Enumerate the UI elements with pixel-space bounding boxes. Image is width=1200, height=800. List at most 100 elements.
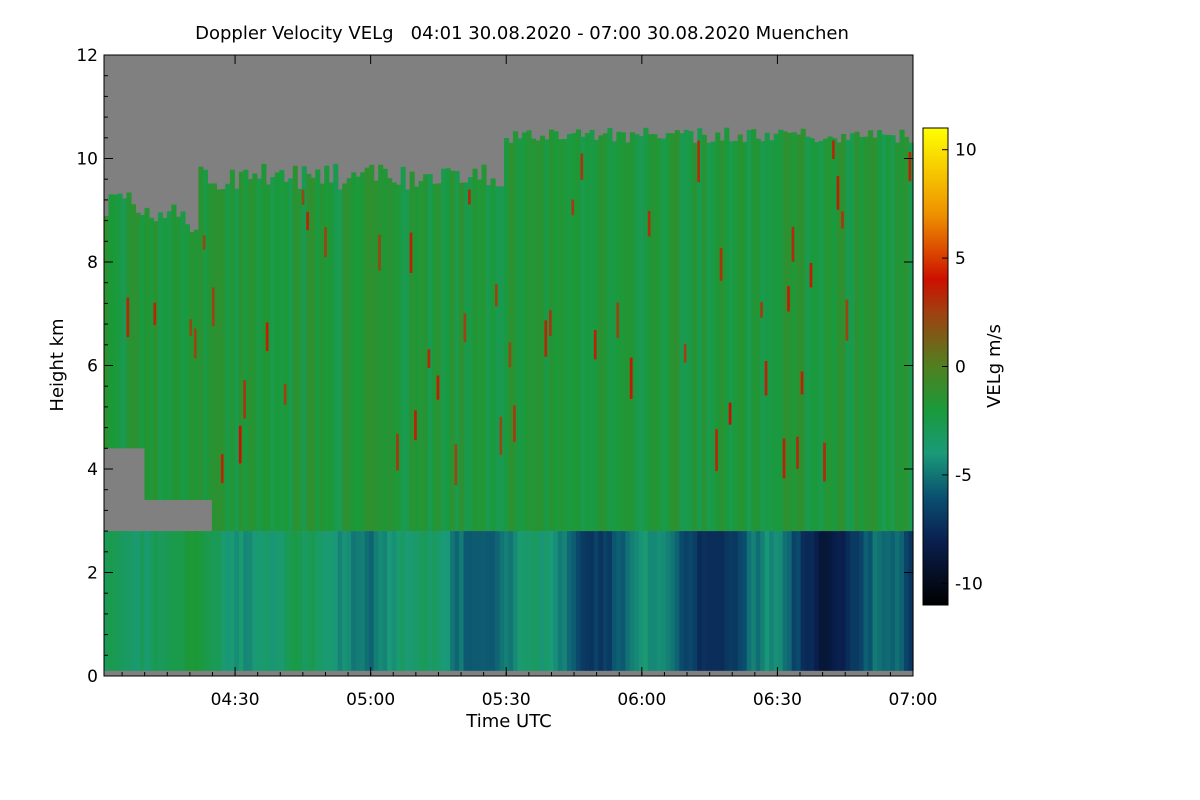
y-tick-label: 4: [87, 460, 98, 480]
heatmap-cell-lower: [620, 531, 626, 671]
heatmap-cell-upper: [373, 180, 379, 532]
heatmap-cell-lower: [184, 531, 190, 671]
heatmap-cell-upper: [661, 138, 667, 532]
heatmap-cell-upper: [737, 134, 743, 532]
heatmap-cell-lower: [436, 531, 442, 671]
heatmap-cell-upper: [859, 136, 865, 532]
heatmap-streak: [202, 235, 206, 250]
heatmap-cell-upper: [800, 128, 806, 532]
heatmap-cell-lower: [773, 531, 779, 671]
heatmap-cell-lower: [477, 531, 483, 671]
heatmap-cell-upper: [715, 132, 721, 532]
heatmap-cell-upper: [148, 217, 155, 501]
heatmap-cell-upper: [310, 177, 316, 532]
heatmap-cell-lower: [162, 531, 168, 671]
heatmap-cell-lower: [378, 531, 384, 671]
heatmap-cell-lower: [445, 531, 451, 671]
heatmap-streak: [836, 176, 840, 210]
heatmap-cell-lower: [823, 531, 829, 671]
heatmap-cell-lower: [265, 531, 271, 671]
heatmap-streak: [593, 330, 597, 360]
x-axis: 04:30 05:00 05:30 06:00 06:30 07:00: [121, 55, 938, 710]
heatmap-cell-upper: [432, 183, 438, 532]
heatmap-cell-upper: [832, 138, 838, 532]
heatmap-streak: [580, 153, 584, 180]
heatmap-cell-upper: [697, 128, 703, 532]
heatmap-cell-lower: [225, 531, 231, 671]
heatmap-cell-upper: [297, 188, 303, 532]
heatmap-cell-lower: [144, 531, 150, 671]
heatmap-cell-upper: [337, 189, 343, 532]
heatmap-cell-upper: [710, 141, 716, 532]
heatmap-cell-lower: [652, 531, 658, 671]
heatmap-streak: [719, 247, 723, 281]
heatmap-cell-upper: [625, 142, 631, 532]
heatmap-cell-lower: [683, 531, 689, 671]
heatmap-cell-upper: [643, 127, 649, 532]
heatmap-cell-lower: [297, 531, 303, 671]
heatmap-cell-lower: [877, 531, 883, 671]
heatmap-cell-lower: [112, 531, 119, 671]
heatmap-cell-lower: [369, 531, 375, 671]
heatmap-cell-lower: [656, 531, 662, 671]
heatmap-cell-upper: [166, 211, 173, 501]
heatmap-cell-lower: [490, 531, 496, 671]
heatmap-cell-lower: [859, 531, 865, 671]
heatmap-cell-upper: [557, 139, 564, 532]
y-tick-label: 2: [87, 564, 98, 584]
heatmap-streak: [508, 342, 512, 368]
heatmap-cell-lower: [130, 531, 137, 671]
x-tick-label: 06:30: [753, 690, 802, 710]
heatmap-cell-lower: [733, 531, 739, 671]
heatmap-cell-upper: [504, 138, 510, 532]
heatmap-cell-lower: [220, 531, 226, 671]
heatmap-cell-upper: [495, 186, 501, 532]
heatmap-cell-lower: [193, 531, 199, 671]
heatmap-cell-lower: [782, 531, 788, 671]
heatmap-cell-upper: [450, 170, 456, 532]
heatmap-streak: [306, 212, 309, 231]
heatmap-cell-lower: [405, 531, 411, 671]
heatmap-cell-upper: [764, 132, 770, 532]
heatmap-cell-upper: [211, 183, 217, 532]
y-tick-label: 12: [76, 46, 98, 66]
heatmap-cell-lower: [706, 531, 712, 671]
heatmap-cell-lower: [157, 531, 164, 671]
heatmap-cell-lower: [908, 531, 914, 671]
x-tick-label: 05:00: [346, 690, 395, 710]
heatmap-cell-lower: [778, 531, 784, 671]
heatmap-cell-lower: [800, 531, 806, 671]
heatmap-cell-upper: [575, 129, 582, 532]
heatmap-cell-lower: [495, 531, 501, 671]
colorbar: 10 5 0 -5 -10 VELg m/s: [922, 127, 1005, 606]
heatmap-cell-upper: [499, 186, 505, 532]
heatmap-cell-lower: [755, 531, 761, 671]
heatmap-cell-lower: [544, 531, 550, 671]
heatmap-cell-upper: [598, 135, 604, 532]
heatmap-streak: [427, 349, 431, 368]
heatmap-cell-upper: [274, 172, 280, 532]
heatmap-cell-upper: [553, 131, 559, 532]
heatmap-cell-lower: [841, 531, 847, 671]
heatmap-streak: [468, 189, 471, 205]
heatmap-cell-lower: [175, 531, 181, 671]
heatmap-cell-upper: [328, 182, 334, 532]
heatmap-cell-upper: [773, 133, 779, 532]
heatmap-cell-upper: [454, 170, 460, 532]
heatmap-streak: [512, 405, 516, 442]
heatmap-cell-upper: [391, 182, 397, 532]
heatmap-cell-upper: [841, 133, 847, 532]
y-axis-label: Height km: [47, 318, 68, 411]
heatmap-cell-lower: [899, 531, 905, 671]
heatmap-cell-lower: [333, 531, 339, 671]
heatmap-streak: [647, 210, 651, 237]
heatmap-cell-upper: [252, 173, 258, 532]
heatmap-cell-upper: [868, 130, 874, 532]
heatmap-cell-upper: [638, 136, 644, 532]
heatmap-streak: [499, 416, 503, 455]
heatmap-streak: [616, 302, 620, 338]
heatmap-cell-upper: [414, 186, 420, 532]
heatmap-cell-upper: [238, 171, 244, 532]
heatmap-cell-lower: [108, 531, 114, 671]
